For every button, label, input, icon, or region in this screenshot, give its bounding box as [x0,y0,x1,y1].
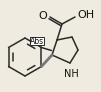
Text: Abs: Abs [30,37,44,46]
FancyBboxPatch shape [30,37,44,45]
Text: O: O [38,11,47,21]
Text: NH: NH [64,69,78,79]
Text: OH: OH [77,10,94,20]
